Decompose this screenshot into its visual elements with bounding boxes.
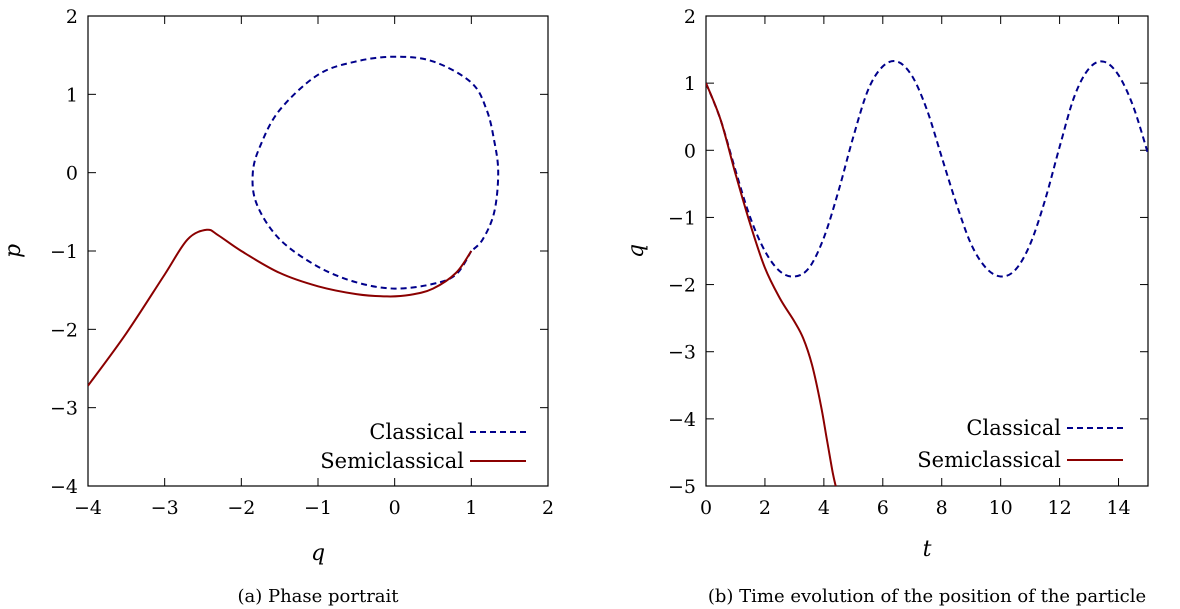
y-tick-label: −1: [668, 207, 696, 229]
y-tick-label: −3: [668, 342, 696, 364]
y-tick-label: −4: [668, 409, 696, 431]
y-tick-label: 2: [684, 6, 696, 28]
y-tick-label: −5: [668, 476, 696, 498]
y-tick-label: −2: [50, 319, 78, 341]
y-tick-label: 0: [66, 163, 78, 185]
y-tick-label: −3: [50, 398, 78, 420]
y-tick-label: 1: [684, 73, 696, 95]
x-tick-label: 2: [542, 497, 554, 519]
phase-portrait-panel: −4 −3 −2 −1 0 1 2 −4 −3 −2 −1 0 1 2 q p Classical Semicla…: [1, 6, 554, 607]
x-tick-label: 10: [989, 497, 1013, 519]
x-tick-label: 2: [759, 497, 771, 519]
plot-frame: [87, 15, 549, 487]
y-tick-label: 1: [66, 84, 78, 106]
semiclassical-series-line: [706, 82, 837, 486]
x-tick-label: 4: [818, 497, 830, 519]
panel-caption: (a) Phase portrait: [237, 586, 399, 607]
x-tick-label: 12: [1048, 497, 1072, 519]
time-evolution-panel: 0 2 4 6 8 10 12 14−5−4−3−2−1012tqClassicalSemic…: [624, 6, 1149, 607]
classical-series-line: [706, 60, 1148, 278]
x-tick-label: −3: [151, 497, 179, 519]
classical-series-line: [251, 55, 500, 290]
legend-semiclassical-label: Semiclassical: [917, 448, 1061, 472]
y-tick-label: 2: [66, 6, 78, 28]
x-axis-label: t: [923, 537, 932, 562]
x-tick-label: −2: [227, 497, 255, 519]
y-axis-label: q: [624, 244, 649, 258]
y-tick-label: 0: [684, 140, 696, 162]
x-tick-label: −4: [74, 497, 102, 519]
plot-frame: [705, 15, 1149, 487]
x-tick-label: 1: [465, 497, 477, 519]
panel-caption: (b) Time evolution of the position of th…: [708, 586, 1146, 607]
legend-classical-label: Classical: [369, 420, 464, 444]
legend-classical-label: Classical: [966, 416, 1061, 440]
semiclassical-series-line: [88, 228, 473, 387]
x-tick-label: −1: [304, 497, 332, 519]
x-tick-label: 0: [700, 497, 712, 519]
legend-semiclassical-label: Semiclassical: [320, 449, 464, 473]
x-axis-label: q: [311, 541, 325, 566]
y-tick-label: −2: [668, 275, 696, 297]
x-tick-label: 14: [1106, 497, 1130, 519]
y-tick-label: −1: [50, 241, 78, 263]
y-tick-label: −4: [50, 476, 78, 498]
x-tick-label: 6: [877, 497, 889, 519]
x-tick-label: 0: [389, 497, 401, 519]
y-axis-label: p: [1, 244, 26, 258]
x-tick-label: 8: [936, 497, 948, 519]
